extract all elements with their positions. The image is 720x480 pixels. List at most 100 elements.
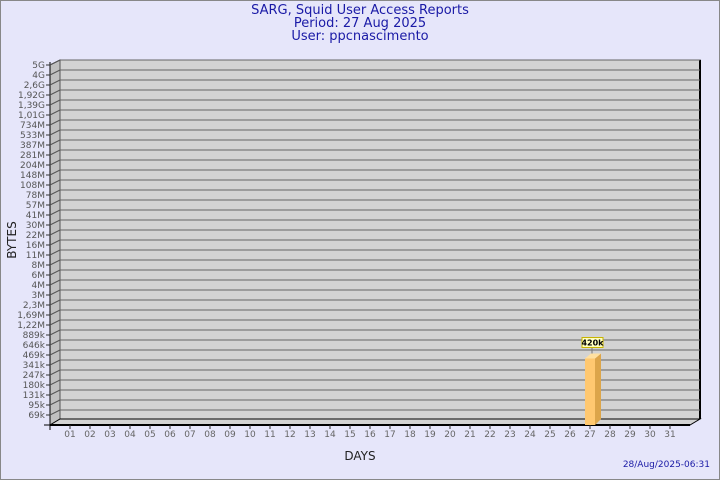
- chart-title: SARG, Squid User Access Reports: [251, 3, 469, 18]
- x-tick-label: 14: [324, 430, 336, 440]
- y-tick-label: 78M: [26, 191, 45, 201]
- x-tick-label: 08: [204, 430, 216, 440]
- x-tick-label: 09: [224, 430, 236, 440]
- grid-diagonal: [49, 249, 61, 256]
- grid-diagonal: [49, 79, 61, 86]
- x-tick-label: 27: [584, 430, 595, 440]
- y-tick-label: 247k: [23, 371, 46, 381]
- x-tick-label: 26: [564, 430, 576, 440]
- x-tick-label: 23: [504, 430, 515, 440]
- grid-diagonal: [49, 239, 61, 246]
- bar-day-27: [585, 358, 595, 425]
- x-tick-label: 19: [424, 430, 436, 440]
- x-tick-label: 03: [104, 430, 115, 440]
- y-tick-label: 204M: [20, 161, 45, 171]
- x-tick-label: 06: [164, 430, 176, 440]
- y-tick-label: 1,22M: [17, 321, 45, 331]
- y-tick-label: 108M: [20, 181, 45, 191]
- grid-diagonal: [49, 99, 61, 106]
- grid-diagonal: [49, 269, 61, 276]
- x-tick-label: 11: [264, 430, 275, 440]
- y-tick-label: 5G: [32, 61, 45, 71]
- x-tick-label: 22: [484, 430, 495, 440]
- grid-diagonal: [49, 139, 61, 146]
- x-tick-label: 20: [444, 430, 456, 440]
- grid-diagonal: [49, 59, 61, 66]
- grid-diagonal: [49, 219, 61, 226]
- grid-diagonal: [49, 399, 61, 406]
- grid-diagonal: [49, 89, 61, 96]
- x-tick-label: 29: [624, 430, 636, 440]
- y-tick-label: 4M: [32, 281, 46, 291]
- grid-diagonal: [49, 199, 61, 206]
- y-tick-label: 180k: [23, 381, 46, 391]
- y-tick-label: 8M: [32, 261, 46, 271]
- y-tick-label: 469k: [23, 351, 46, 361]
- x-tick-label: 28: [604, 430, 616, 440]
- grid-diagonal: [49, 159, 61, 166]
- y-tick-label: 3M: [32, 291, 46, 301]
- x-tick-label: 01: [64, 430, 75, 440]
- y-tick-label: 281M: [20, 151, 45, 161]
- grid-diagonal: [49, 409, 61, 416]
- bar-top: [585, 353, 601, 359]
- y-tick-label: 387M: [20, 141, 45, 151]
- y-tick-label: 646k: [23, 341, 46, 351]
- x-tick-label: 15: [344, 430, 355, 440]
- x-tick-label: 18: [404, 430, 416, 440]
- x-tick-label: 16: [364, 430, 376, 440]
- grid-diagonal: [49, 319, 61, 326]
- y-axis-title: BYTES: [5, 221, 19, 258]
- x-tick-label: 25: [544, 430, 555, 440]
- x-tick-label: 02: [84, 430, 95, 440]
- y-tick-label: 30M: [26, 221, 45, 231]
- x-tick-label: 05: [144, 430, 155, 440]
- x-tick-label: 31: [664, 430, 675, 440]
- grid-diagonal: [49, 119, 61, 126]
- y-tick-label: 6M: [32, 271, 46, 281]
- y-tick-label: 16M: [26, 241, 45, 251]
- x-tick-label: 04: [124, 430, 136, 440]
- y-tick-label: 148M: [20, 171, 45, 181]
- y-tick-label: 533M: [20, 131, 45, 141]
- y-tick-label: 131k: [23, 391, 46, 401]
- x-axis-title: DAYS: [344, 449, 375, 463]
- bar-value-label: 420k: [581, 339, 604, 348]
- y-tick-label: 889k: [23, 331, 46, 341]
- grid-diagonal: [49, 359, 61, 366]
- bar-side: [595, 353, 601, 425]
- grid-diagonal: [49, 289, 61, 296]
- grid-diagonal: [49, 149, 61, 156]
- x-tick-label: 07: [184, 430, 195, 440]
- y-tick-label: 11M: [26, 251, 45, 261]
- x-tick-label: 10: [244, 430, 256, 440]
- bar-label-box: [581, 337, 604, 349]
- x-tick-label: 12: [284, 430, 295, 440]
- y-tick-label: 41M: [26, 211, 45, 221]
- x-tick-label: 17: [384, 430, 395, 440]
- grid-diagonal: [49, 299, 61, 306]
- grid-diagonal: [49, 379, 61, 386]
- grid-diagonal: [49, 279, 61, 286]
- grid-diagonal: [49, 189, 61, 196]
- y-tick-label: 1,39G: [18, 101, 45, 111]
- grid-diagonal: [49, 129, 61, 136]
- grid-diagonal: [49, 259, 61, 266]
- y-tick-label: 4G: [32, 71, 45, 81]
- y-tick-label: 2,6G: [24, 81, 45, 91]
- grid-diagonal: [49, 179, 61, 186]
- y-tick-label: 1,69M: [17, 311, 45, 321]
- grid-diagonal: [49, 369, 61, 376]
- x-tick-label: 13: [304, 430, 315, 440]
- grid-diagonal: [49, 389, 61, 396]
- x-tick-label: 30: [644, 430, 656, 440]
- grid-diagonal: [49, 109, 61, 116]
- y-tick-label: 734M: [20, 121, 45, 131]
- x-tick-label: 21: [464, 430, 475, 440]
- generated-timestamp: 28/Aug/2025-06:31: [622, 460, 710, 470]
- grid-diagonal: [49, 329, 61, 336]
- y-tick-label: 341k: [23, 361, 46, 371]
- grid-diagonal: [49, 349, 61, 356]
- y-tick-label: 1,92G: [18, 91, 45, 101]
